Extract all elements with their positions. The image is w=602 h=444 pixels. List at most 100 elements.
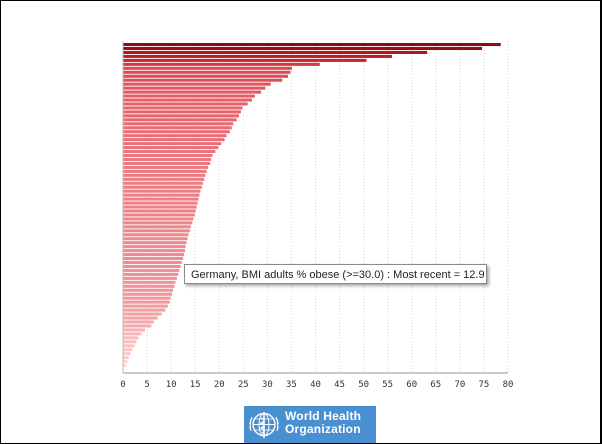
bar[interactable] xyxy=(123,169,207,173)
bar[interactable] xyxy=(123,257,184,261)
bar[interactable] xyxy=(123,292,173,296)
bar-chart: 0 5 10 15 20 25 30 35 40 45 50 55 60 65 70 75 80 xyxy=(120,41,513,390)
bar[interactable] xyxy=(123,146,219,150)
bar[interactable] xyxy=(123,296,171,300)
bar[interactable] xyxy=(123,58,367,62)
bar[interactable] xyxy=(123,70,291,74)
bar[interactable] xyxy=(123,233,189,237)
bar[interactable] xyxy=(123,284,175,288)
bar[interactable] xyxy=(123,157,212,161)
bar[interactable] xyxy=(123,312,162,316)
bar[interactable] xyxy=(123,336,139,340)
bar[interactable] xyxy=(123,253,185,257)
bar[interactable] xyxy=(123,150,216,154)
bar[interactable] xyxy=(123,54,393,58)
bar[interactable] xyxy=(123,193,200,197)
bar[interactable] xyxy=(123,209,196,213)
x-tick-label: 20 xyxy=(214,380,225,390)
who-emblem-icon xyxy=(248,412,280,438)
bar[interactable] xyxy=(123,114,239,118)
bar[interactable] xyxy=(123,249,186,253)
bar[interactable] xyxy=(123,229,190,233)
bar[interactable] xyxy=(123,173,206,177)
bar[interactable] xyxy=(123,288,174,292)
bar[interactable] xyxy=(123,320,154,324)
who-logo-text: World Health Organization xyxy=(285,410,361,436)
x-tick-label: 50 xyxy=(358,380,369,390)
bar[interactable] xyxy=(123,213,195,217)
bar[interactable] xyxy=(123,304,168,308)
bar[interactable] xyxy=(123,276,177,280)
bar[interactable] xyxy=(123,340,137,344)
bar[interactable] xyxy=(123,197,199,201)
bar[interactable] xyxy=(123,205,197,209)
bar[interactable] xyxy=(123,189,201,193)
bar[interactable] xyxy=(123,122,234,126)
bar[interactable] xyxy=(123,138,225,142)
bar[interactable] xyxy=(123,43,501,47)
x-tick-label: 75 xyxy=(479,380,490,390)
bar[interactable] xyxy=(123,142,222,146)
x-tick-label: 60 xyxy=(406,380,417,390)
bar[interactable] xyxy=(123,78,283,82)
bar[interactable] xyxy=(123,118,237,122)
bar[interactable] xyxy=(123,348,133,352)
bar[interactable] xyxy=(123,221,193,225)
bar[interactable] xyxy=(123,130,230,134)
bar[interactable] xyxy=(123,98,252,102)
bar[interactable] xyxy=(123,86,266,90)
bar[interactable] xyxy=(123,185,202,189)
bar[interactable] xyxy=(123,62,320,66)
x-tick-label: 15 xyxy=(190,380,201,390)
bar[interactable] xyxy=(123,328,146,332)
bar[interactable] xyxy=(123,201,198,205)
x-tick-label: 5 xyxy=(144,380,149,390)
bar[interactable] xyxy=(123,308,166,312)
bar[interactable] xyxy=(123,272,179,276)
bar[interactable] xyxy=(123,126,232,130)
bar[interactable] xyxy=(123,268,180,272)
bar[interactable] xyxy=(123,237,188,241)
bar[interactable] xyxy=(123,90,262,94)
bar[interactable] xyxy=(123,245,186,249)
bar[interactable] xyxy=(123,352,131,356)
x-axis-ticks: 0 5 10 15 20 25 30 35 40 45 50 55 60 65 70 75 80 xyxy=(120,380,513,390)
x-tick-label: 0 xyxy=(120,380,125,390)
bar[interactable] xyxy=(123,264,181,269)
bar[interactable] xyxy=(123,165,209,169)
bar[interactable] xyxy=(123,66,292,70)
x-tick-label: 30 xyxy=(262,380,273,390)
bar[interactable] xyxy=(123,356,129,360)
bar[interactable] xyxy=(123,241,187,245)
bar[interactable] xyxy=(123,82,271,86)
who-logo-line2: Organization xyxy=(285,422,361,436)
bar[interactable] xyxy=(123,324,152,328)
bar[interactable] xyxy=(123,177,205,181)
bar[interactable] xyxy=(123,300,170,304)
bar[interactable] xyxy=(123,280,176,284)
x-tick-label: 65 xyxy=(430,380,441,390)
bar[interactable] xyxy=(123,94,255,98)
bar[interactable] xyxy=(123,106,243,110)
x-tick-label: 10 xyxy=(166,380,177,390)
bar[interactable] xyxy=(123,225,191,229)
bar[interactable] xyxy=(123,102,248,106)
bar[interactable] xyxy=(123,161,211,165)
bar[interactable] xyxy=(123,260,182,265)
bar[interactable] xyxy=(123,344,135,348)
x-tick-label: 40 xyxy=(310,380,321,390)
bar[interactable] xyxy=(123,50,428,54)
bar[interactable] xyxy=(123,153,213,158)
bar[interactable] xyxy=(123,110,241,114)
bar[interactable] xyxy=(123,217,194,221)
bar[interactable] xyxy=(123,332,142,336)
bar[interactable] xyxy=(123,181,203,185)
bar[interactable] xyxy=(123,134,227,138)
bar[interactable] xyxy=(123,46,483,51)
x-tick-label: 25 xyxy=(238,380,249,390)
bar[interactable] xyxy=(123,360,128,364)
bar[interactable] xyxy=(123,364,126,368)
bar[interactable] xyxy=(123,316,158,320)
bar[interactable] xyxy=(123,74,289,78)
